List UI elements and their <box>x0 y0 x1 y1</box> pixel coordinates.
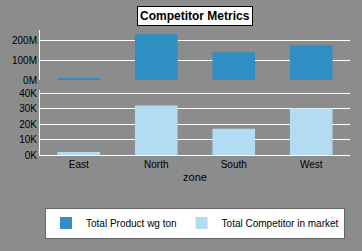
svg-text:10K: 10K <box>19 134 37 145</box>
svg-text:Competitor Metrics: Competitor Metrics <box>140 9 250 23</box>
svg-text:West: West <box>300 159 323 170</box>
svg-text:Total Competitor in market: Total Competitor in market <box>222 218 339 229</box>
svg-text:South: South <box>221 159 247 170</box>
svg-text:30K: 30K <box>19 103 37 114</box>
svg-text:40K: 40K <box>19 88 37 99</box>
svg-text:0M: 0M <box>23 75 37 86</box>
svg-text:0K: 0K <box>25 150 38 161</box>
svg-text:North: North <box>144 159 168 170</box>
svg-text:East: East <box>69 159 89 170</box>
svg-text:Total Product wg ton: Total Product wg ton <box>86 218 177 229</box>
svg-text:zone: zone <box>183 171 207 183</box>
svg-text:200M: 200M <box>12 35 37 46</box>
svg-text:20K: 20K <box>19 119 37 130</box>
svg-text:100M: 100M <box>12 55 37 66</box>
